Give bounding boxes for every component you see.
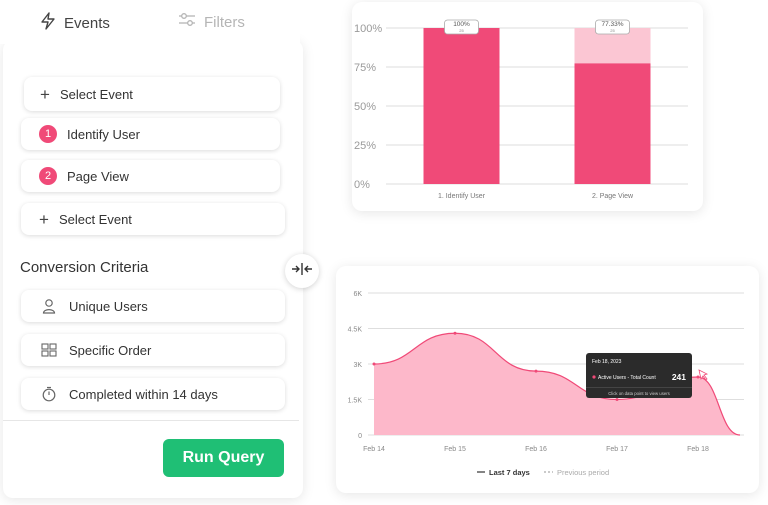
series-area [374, 333, 740, 435]
step-number-badge: 1 [39, 125, 57, 143]
series-line [373, 332, 741, 436]
select-event-button-top[interactable]: + Select Event [24, 77, 280, 111]
lightning-icon [40, 12, 56, 34]
tooltip-box [586, 353, 692, 398]
tab-filters-label: Filters [204, 13, 245, 31]
trend-area-chart: 0 1.5K 3K 4.5K 6K Feb 14 Feb 15 Feb 16 Feb 17 Feb… [348, 291, 744, 477]
x-tick-label: Feb 16 [525, 446, 547, 453]
y-tick-label: 0 [358, 433, 362, 440]
event-item-label: Page View [67, 168, 129, 184]
run-query-button[interactable]: Run Query [163, 439, 284, 477]
data-point [615, 398, 619, 401]
tab-filters[interactable]: Filters [178, 12, 245, 32]
y-tick-label: 1.5K [348, 398, 363, 405]
completed-within-label: Completed within 14 days [69, 386, 218, 402]
unique-users-option[interactable]: Unique Users [21, 290, 285, 322]
bar [423, 28, 500, 184]
sliders-icon [178, 12, 196, 32]
data-label: 77.33% [601, 21, 623, 28]
tooltip-date: Feb 18, 2023 [592, 359, 622, 365]
tab-events[interactable]: Events [40, 12, 110, 34]
plus-icon: + [40, 84, 50, 104]
cursor-icon [698, 369, 709, 381]
y-tick-label: 25% [354, 140, 376, 152]
x-tick-label: 2. Page View [592, 193, 634, 200]
data-sub-label: 25 [610, 28, 615, 33]
y-tick-label: 100% [354, 23, 382, 35]
data-point [372, 362, 376, 366]
tooltip-divider [586, 387, 692, 388]
x-tick-label: 1. Identify User [438, 193, 486, 200]
funnel-chart-card: 0% 25% 50% 75% 100% 100% 25 1. Identify User 77.… [352, 2, 703, 211]
event-item-page-view[interactable]: 2 Page View [21, 160, 280, 192]
select-event-button-bottom[interactable]: + Select Event [21, 203, 285, 235]
plus-icon: + [39, 209, 49, 229]
stopwatch-icon [39, 384, 59, 404]
data-point [534, 369, 538, 373]
data-label-box [595, 19, 630, 35]
x-tick-label: Feb 15 [444, 446, 466, 453]
event-item-identify-user[interactable]: 1 Identify User [21, 118, 280, 150]
select-event-label: Select Event [59, 86, 133, 102]
tooltip-value: 241 [672, 372, 686, 382]
step-number-badge: 2 [39, 167, 57, 185]
y-tick-label: 3K [353, 362, 362, 369]
data-label-box [444, 19, 479, 35]
y-tick-label: 50% [354, 101, 376, 113]
tab-events-label: Events [64, 14, 110, 32]
funnel-bar-chart: 0%25%50%75%100% 100%251. Identify User77.… [354, 19, 688, 200]
data-point [453, 331, 457, 335]
data-point [696, 375, 700, 379]
y-tick-label: 4.5K [348, 327, 363, 334]
x-tick-label: Feb 14 [363, 446, 385, 453]
compress-arrows-icon [291, 262, 313, 281]
legend-label: Previous period [557, 468, 609, 477]
completed-within-option[interactable]: Completed within 14 days [21, 378, 285, 410]
trend-chart-card: 0 1.5K 3K 4.5K 6K Feb 14 Feb 15 Feb 16 Feb 17 Feb… [336, 266, 759, 493]
legend-label: Last 7 days [489, 468, 530, 477]
query-builder-panel [3, 40, 303, 498]
tooltip-series-dot [592, 375, 596, 379]
specific-order-label: Specific Order [69, 342, 152, 358]
panel-divider [3, 420, 299, 421]
unique-users-label: Unique Users [69, 298, 148, 314]
grid-icon [39, 340, 59, 360]
user-icon [39, 296, 59, 316]
x-tick-label: Feb 17 [606, 446, 628, 453]
select-event-label: Select Event [58, 211, 132, 227]
y-tick-label: 6K [353, 291, 362, 298]
data-label: 100% [453, 21, 470, 28]
event-item-label: Identify User [67, 126, 140, 142]
bar [574, 63, 651, 184]
collapse-toggle-button[interactable] [285, 254, 319, 288]
tooltip-hint: Click on data point to view users [608, 391, 670, 396]
tooltip-metric: Active Users - Total Count [598, 375, 656, 381]
conversion-criteria-title: Conversion Criteria [20, 259, 149, 276]
y-tick-label: 75% [354, 62, 376, 74]
tab-bar: Events Filters [0, 0, 300, 44]
y-tick-label: 0% [354, 179, 370, 191]
data-sub-label: 25 [459, 28, 464, 33]
x-tick-label: Feb 18 [687, 446, 709, 453]
specific-order-option[interactable]: Specific Order [21, 334, 285, 366]
